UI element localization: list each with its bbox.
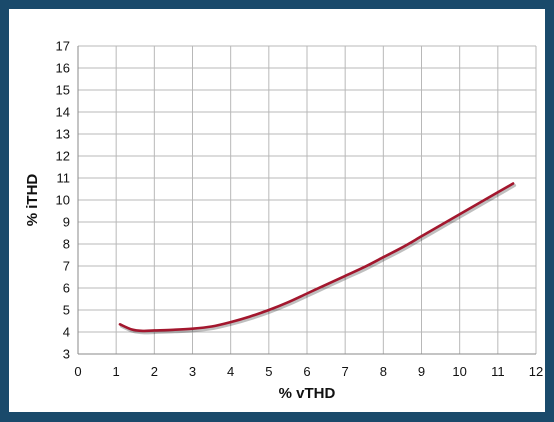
- y-tick-label: 3: [63, 347, 70, 362]
- x-tick-label: 9: [418, 364, 425, 379]
- y-tick-label: 10: [56, 193, 70, 208]
- x-tick-label: 6: [303, 364, 310, 379]
- y-tick-label: 9: [63, 215, 70, 230]
- y-tick-label: 12: [56, 149, 70, 164]
- x-tick-label: 2: [151, 364, 158, 379]
- grid: [77, 45, 537, 355]
- y-tick-label: 11: [57, 171, 71, 186]
- x-tick-label: 5: [265, 364, 272, 379]
- x-tick-label: 8: [380, 364, 387, 379]
- series-line: [118, 182, 515, 333]
- x-tick-label: 7: [342, 364, 349, 379]
- x-tick-label: 12: [529, 364, 543, 379]
- y-tick-label: 16: [56, 61, 70, 76]
- y-tick-label: 7: [63, 259, 70, 274]
- y-tick-label: 5: [63, 303, 70, 318]
- y-tick-label: 14: [56, 105, 70, 120]
- series-line-shadow: [119, 184, 517, 335]
- y-tick-label: 8: [63, 237, 70, 252]
- y-tick-label: 13: [56, 127, 70, 142]
- x-axis-title: % vTHD: [279, 385, 336, 402]
- x-tick-label: 3: [189, 364, 196, 379]
- axes: [77, 46, 536, 355]
- y-tick-label: 15: [56, 83, 70, 98]
- x-tick-label: 4: [227, 364, 234, 379]
- y-tick-label: 4: [63, 325, 70, 340]
- y-tick-label: 17: [56, 39, 70, 54]
- y-axis-title: % iTHD: [24, 174, 41, 227]
- x-tick-labels: 0 1 2 3 4 5 6 7 8 9 10 11 12: [74, 364, 543, 379]
- y-tick-label: 6: [63, 281, 70, 296]
- x-tick-label: 10: [452, 364, 466, 379]
- x-tick-label: 11: [491, 364, 505, 379]
- series-layer: [118, 182, 517, 335]
- y-tick-labels: 3 4 5 6 7 8 9 10 11 12 13 14 15 16 17: [56, 39, 70, 362]
- x-tick-label: 0: [74, 364, 81, 379]
- x-tick-label: 1: [113, 364, 120, 379]
